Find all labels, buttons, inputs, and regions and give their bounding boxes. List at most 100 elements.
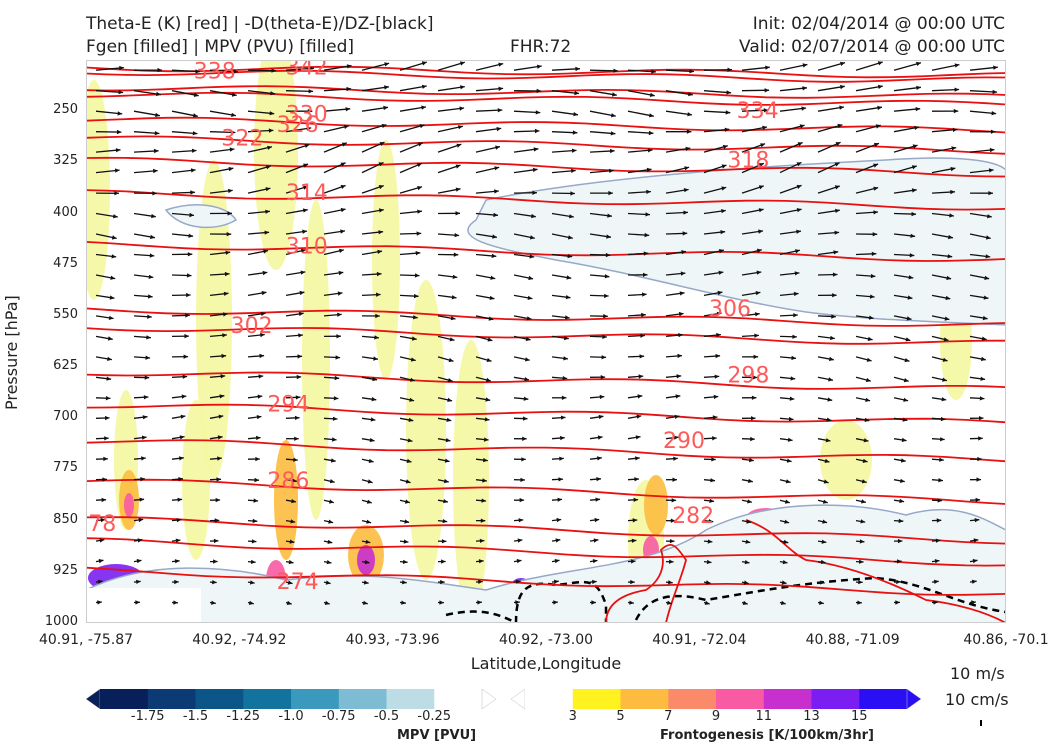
wind-vector-head <box>976 477 981 482</box>
wind-vector-head <box>604 293 609 299</box>
wind-vector-head <box>146 335 151 340</box>
colorbar-segment <box>338 689 388 709</box>
colorbar-segment <box>147 689 197 709</box>
wind-vector <box>285 90 314 93</box>
wind-vector-head <box>442 519 448 524</box>
wind-vector-head <box>324 600 330 605</box>
colorbar-segment <box>620 689 669 709</box>
wind-vector-head <box>679 291 685 296</box>
wind-vector-head <box>527 295 533 300</box>
wind-vector-head <box>376 292 381 297</box>
wind-vector-head <box>497 108 503 113</box>
theta-e-contour <box>86 69 1006 83</box>
wind-vector-head <box>940 416 946 422</box>
wind-vector-head <box>287 580 293 585</box>
wind-vector-head <box>556 517 562 523</box>
wind-vector <box>323 64 352 71</box>
wind-vector-head <box>450 316 456 321</box>
wind-vector-head <box>788 416 794 422</box>
wind-vector-head <box>106 376 112 381</box>
wind-vector-head <box>494 189 499 194</box>
wind-vector-head <box>105 415 110 421</box>
theta-e-contour <box>86 371 1006 390</box>
wind-vector-head <box>755 291 761 296</box>
wind-vector-head <box>840 61 845 66</box>
wind-vector-head <box>878 84 883 89</box>
wind-vector-head <box>517 538 523 543</box>
wind-vector-head <box>832 293 837 298</box>
wind-vector-head <box>672 477 677 482</box>
wind-vector-head <box>490 275 496 280</box>
wind-vector-head <box>414 273 420 278</box>
wind-vector-head <box>257 394 263 399</box>
wind-vector-head <box>564 335 569 341</box>
wind-vector-head <box>303 163 309 168</box>
wind-vector-head <box>718 270 724 275</box>
theta-e-label: 306 <box>709 297 751 322</box>
wind-vector-head <box>329 499 334 504</box>
wind-vector-head <box>863 438 869 443</box>
theta-e-label: 326 <box>277 113 319 138</box>
wind-vector-head <box>372 376 378 382</box>
wind-vector-head <box>364 559 370 565</box>
wind-vector-head <box>213 538 219 544</box>
wind-vector-head <box>749 457 754 463</box>
wind-vector-head <box>491 253 497 259</box>
wind-vector-head <box>455 164 461 169</box>
wind-vector-head <box>149 253 155 258</box>
wind-vector-head <box>871 251 877 256</box>
wind-vector-head <box>265 209 270 214</box>
wind-vector-head <box>683 188 689 193</box>
wind-vector <box>779 63 808 71</box>
y-axis-title: Pressure [hPa] <box>2 295 21 410</box>
wind-vector-head <box>309 66 314 71</box>
wind-vector-head <box>384 62 390 67</box>
wind-vector-head <box>300 248 306 253</box>
wind-vector-head <box>144 375 150 380</box>
wind-vector-head <box>536 64 542 69</box>
theta-e-contour <box>86 85 1006 99</box>
wind-vector <box>817 85 845 92</box>
wind-vector-head <box>258 374 264 379</box>
wind-vector-head <box>610 148 615 154</box>
wind-vector-head <box>367 479 373 484</box>
theta-e-label: 298 <box>727 363 769 388</box>
wind-vector-head <box>478 559 484 564</box>
wind-vector-head <box>897 538 903 544</box>
theta-e-label: 274 <box>277 570 319 595</box>
header-title-line1: Theta-E (K) [red] | -D(theta-E)/DZ-[blac… <box>86 14 434 34</box>
wind-vector-head <box>528 275 534 281</box>
wind-vector-head <box>726 90 732 95</box>
wind-vector-head <box>291 499 296 504</box>
theta-e-contour <box>86 135 1006 155</box>
wind-vector-head <box>458 125 463 130</box>
theta-e-contour <box>745 519 1006 623</box>
wind-vector-head <box>764 88 770 93</box>
wind-vector-head <box>914 125 919 130</box>
wind-vector-head <box>494 166 500 171</box>
wind-vector-head <box>140 477 145 482</box>
wind-vector-head <box>416 231 422 236</box>
wind-vector-head <box>118 90 124 95</box>
wind-vector-head <box>954 63 960 68</box>
wind-vector-head <box>934 559 940 564</box>
theta-e-contour <box>86 403 1006 424</box>
wind-vector-head <box>233 69 238 74</box>
wind-vector-head <box>643 251 649 256</box>
wind-vector <box>513 65 542 71</box>
wind-vector <box>361 62 390 71</box>
wind-vector-head <box>875 124 881 129</box>
frontogenesis-blob <box>302 200 330 520</box>
wind-vector-head <box>754 312 760 317</box>
wind-vector-head <box>908 275 914 280</box>
wind-vector-head <box>329 479 335 484</box>
wind-vector-head <box>765 65 770 70</box>
wind-vector-head <box>562 376 568 381</box>
wind-vector-head <box>224 271 230 277</box>
wind-vector-head <box>334 375 340 381</box>
wind-vector-head <box>860 519 866 524</box>
y-tick-label: 250 <box>53 102 78 118</box>
wind-vector-head <box>830 335 835 341</box>
wind-vector-head <box>649 113 654 118</box>
colorbar-extend-left <box>86 688 101 710</box>
